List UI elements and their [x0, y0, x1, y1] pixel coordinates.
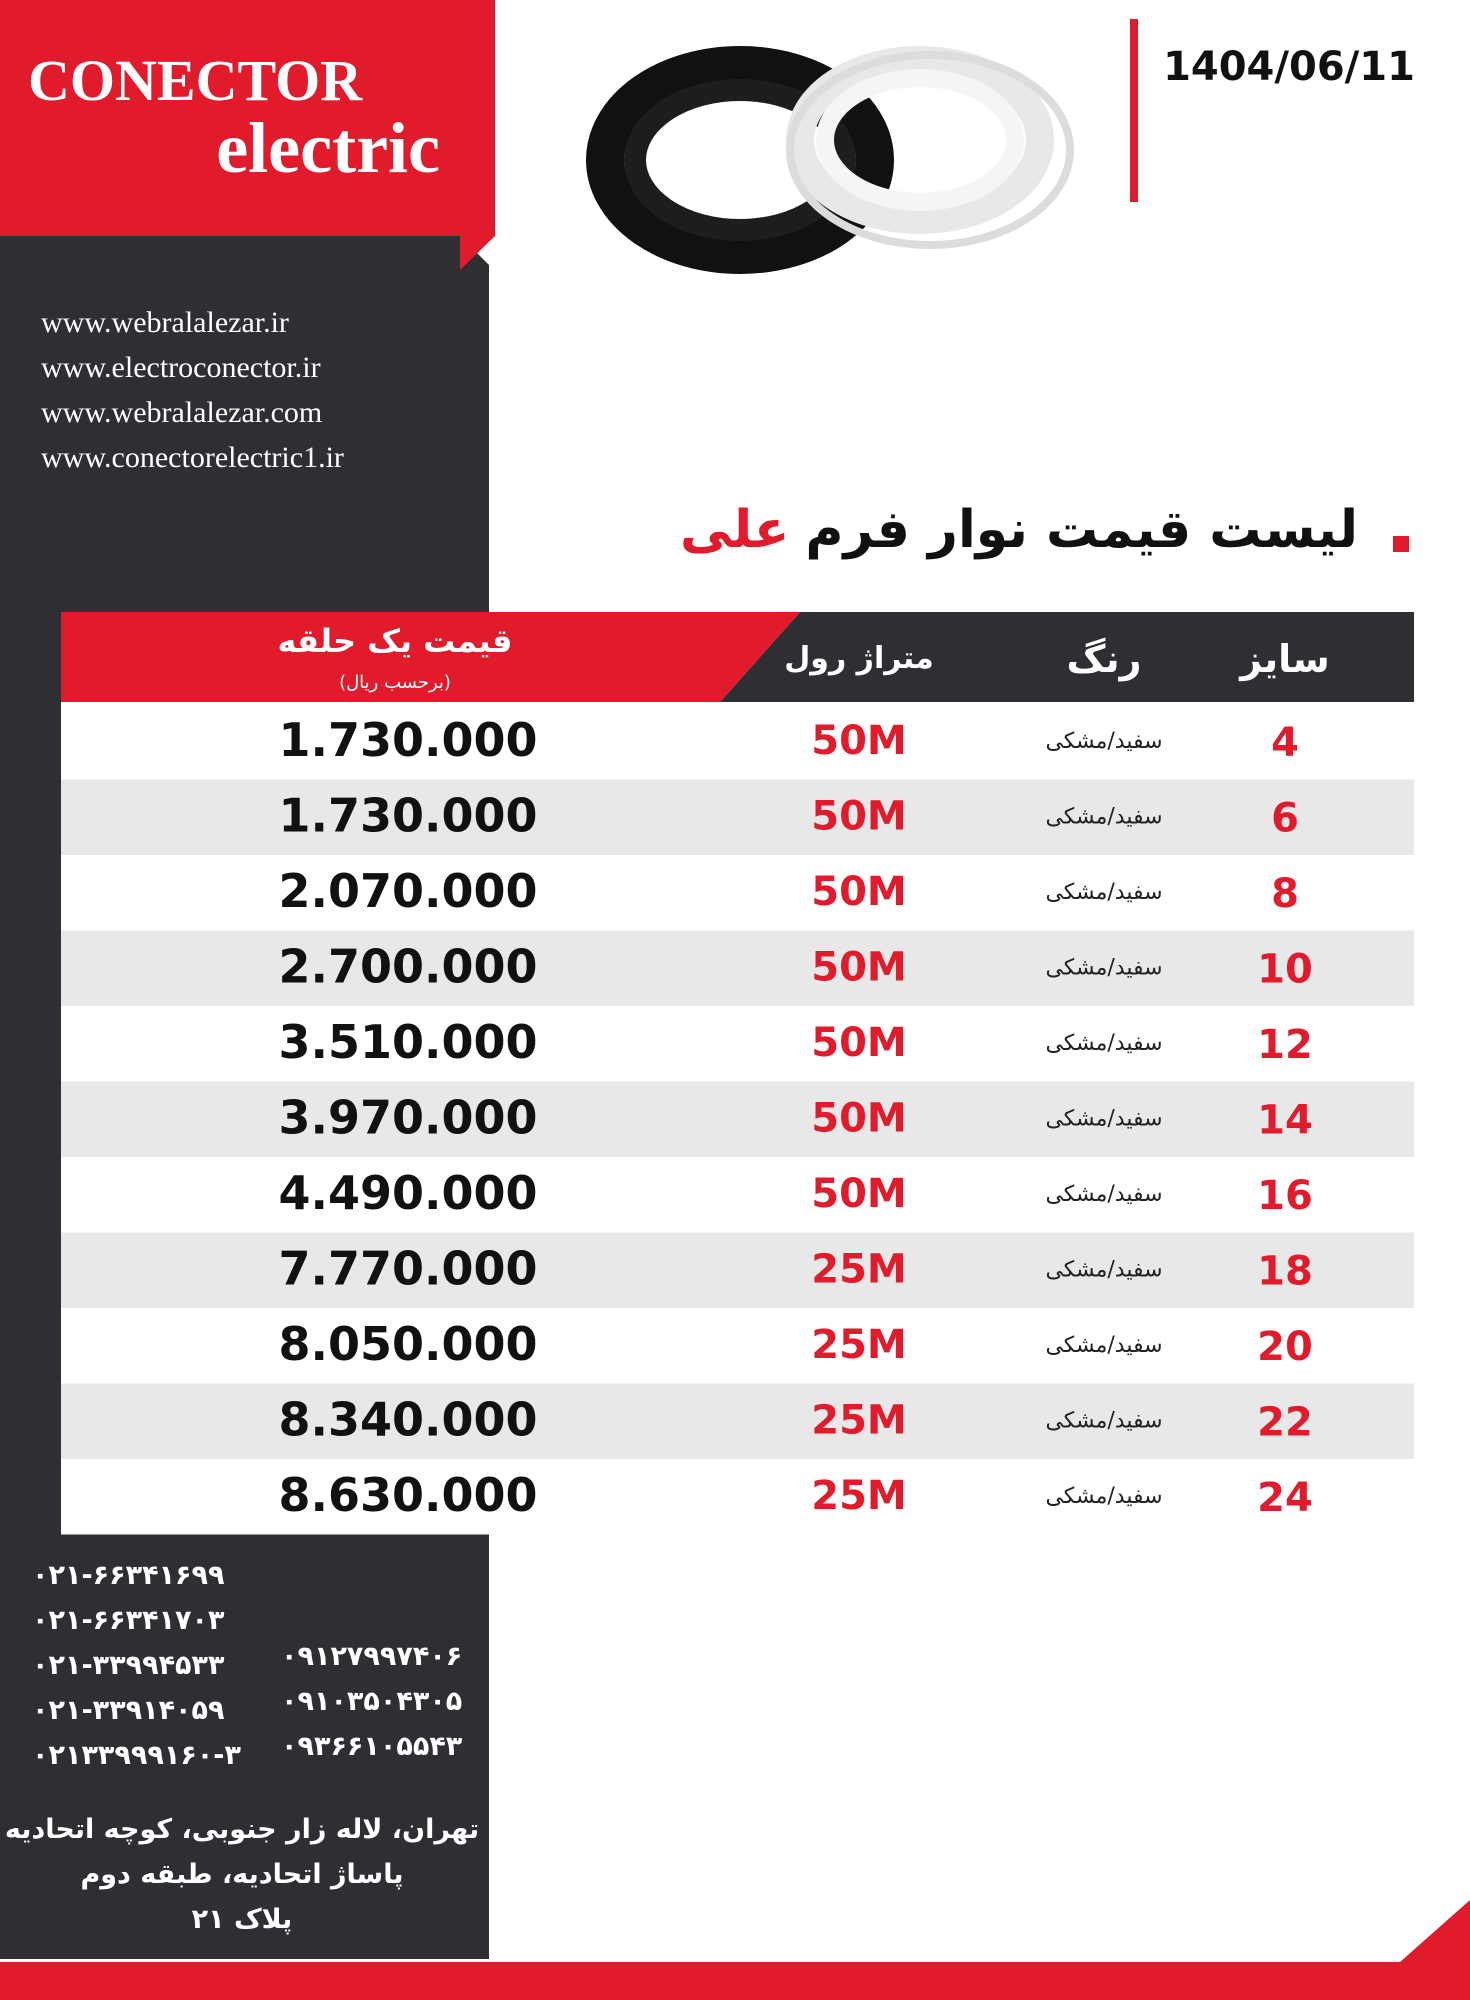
coil-black — [586, 46, 894, 274]
cell-color: سفید/مشکی — [1045, 1408, 1162, 1433]
bottom-bar — [0, 1900, 1470, 2000]
cell-price: 1.730.000 — [279, 788, 538, 842]
website: www.webralalezar.com — [41, 396, 322, 429]
product-image — [586, 46, 1074, 274]
address-line: پلاک ۲۱ — [192, 1904, 293, 1935]
cell-price: 2.700.000 — [279, 939, 538, 993]
title-highlight: علی — [680, 500, 790, 560]
phone: ۰۲۱-۳۳۹۹۴۵۳۳ — [32, 1650, 225, 1681]
coil-white — [786, 46, 1054, 234]
date-separator — [1130, 19, 1138, 202]
cell-color: سفید/مشکی — [1045, 1106, 1162, 1131]
cell-length: 50M — [811, 793, 906, 839]
cell-price: 8.340.000 — [279, 1392, 538, 1446]
row-bg — [61, 930, 1414, 1006]
cell-price: 1.730.000 — [279, 713, 538, 767]
cell-color: سفید/مشکی — [1045, 1257, 1162, 1282]
cell-color: سفید/مشکی — [1045, 1484, 1162, 1509]
cell-color: سفید/مشکی — [1045, 1333, 1162, 1358]
header-size: سایز — [1238, 637, 1330, 681]
cell-color: سفید/مشکی — [1045, 804, 1162, 829]
phone: ۰۹۳۶۶۱۰۵۵۴۳ — [281, 1731, 463, 1762]
row-bg — [61, 1157, 1414, 1233]
cell-length: 50M — [811, 869, 906, 915]
cell-price: 8.050.000 — [279, 1317, 538, 1371]
table-header-red — [61, 612, 800, 702]
coil-white — [786, 51, 1074, 249]
cell-size: 18 — [1257, 1248, 1313, 1294]
table-header-dark — [61, 612, 1414, 702]
header-color: رنگ — [1066, 637, 1141, 681]
header-price: قیمت یک حلقه — [278, 622, 513, 660]
row-bg — [61, 1006, 1414, 1082]
row-bg — [61, 704, 1414, 780]
cell-length: 50M — [811, 944, 906, 990]
cell-size: 8 — [1271, 871, 1299, 917]
title-text: لیست قیمت نوار فرم — [805, 500, 1358, 560]
cell-price: 8.630.000 — [279, 1468, 538, 1522]
title-bullet — [1393, 536, 1409, 552]
row-bg — [61, 1081, 1414, 1157]
website: www.conectorelectric1.ir — [41, 441, 344, 474]
phone: ۰۲۱-۶۶۳۴۱۷۰۳ — [32, 1605, 225, 1636]
row-bg — [61, 1308, 1414, 1384]
cell-price: 7.770.000 — [279, 1241, 538, 1295]
cell-color: سفید/مشکی — [1045, 955, 1162, 980]
website: www.webralalezar.ir — [41, 306, 289, 339]
cell-size: 4 — [1271, 720, 1299, 766]
phone: ۰۲۱-۶۶۳۴۱۶۹۹ — [32, 1560, 224, 1591]
cell-size: 14 — [1257, 1097, 1313, 1143]
cell-size: 10 — [1257, 946, 1313, 992]
logo-line2: electric — [216, 108, 440, 188]
cell-color: سفید/مشکی — [1045, 880, 1162, 905]
cell-color: سفید/مشکی — [1045, 1182, 1162, 1207]
cell-length: 25M — [811, 1397, 906, 1443]
cell-color: سفید/مشکی — [1045, 729, 1162, 754]
coil-black — [624, 79, 856, 241]
cell-price: 4.490.000 — [279, 1166, 538, 1220]
cell-size: 22 — [1257, 1399, 1313, 1445]
phone: ۰۹۱۰۳۵۰۴۳۰۵ — [281, 1686, 462, 1717]
cell-length: 50M — [811, 1095, 906, 1141]
cell-size: 24 — [1257, 1475, 1313, 1521]
cell-size: 16 — [1257, 1173, 1313, 1219]
row-bg — [61, 779, 1414, 855]
cell-length: 25M — [811, 1322, 906, 1368]
coil-white — [816, 69, 1024, 211]
address-line: پاساژ اتحادیه، طبقه دوم — [80, 1859, 403, 1890]
cell-length: 25M — [811, 1246, 906, 1292]
cell-length: 50M — [811, 1020, 906, 1066]
phone: ۰۲۱۳۳۹۹۹۱۶۰-۳ — [32, 1740, 241, 1771]
cell-price: 3.510.000 — [279, 1015, 538, 1069]
website: www.electroconector.ir — [41, 351, 321, 384]
cell-length: 50M — [811, 718, 906, 764]
cell-size: 12 — [1257, 1022, 1313, 1068]
row-bg — [61, 1232, 1414, 1308]
header-length: متراژ رول — [784, 641, 933, 676]
date: 1404/06/11 — [1163, 44, 1415, 90]
cell-price: 3.970.000 — [279, 1090, 538, 1144]
cell-length: 25M — [811, 1473, 906, 1519]
cell-price: 2.070.000 — [279, 864, 538, 918]
cell-color: سفید/مشکی — [1045, 1031, 1162, 1056]
title: لیست قیمت نوار فرم علی — [680, 500, 1358, 560]
cell-size: 6 — [1271, 795, 1299, 841]
phone: ۰۹۱۲۷۹۹۷۴۰۶ — [281, 1641, 462, 1672]
header-price-unit: (برحسب ریال) — [339, 672, 451, 693]
row-bg — [61, 855, 1414, 931]
cell-length: 50M — [811, 1171, 906, 1217]
row-bg — [61, 1459, 1414, 1535]
address-line: تهران، لاله زار جنوبی، کوچه اتحادیه — [5, 1814, 479, 1845]
phone: ۰۲۱-۳۳۹۱۴۰۵۹ — [32, 1695, 224, 1726]
logo-box — [0, 0, 495, 270]
cell-size: 20 — [1257, 1324, 1313, 1370]
logo-line1: CONECTOR — [28, 48, 363, 113]
row-bg — [61, 1383, 1414, 1459]
